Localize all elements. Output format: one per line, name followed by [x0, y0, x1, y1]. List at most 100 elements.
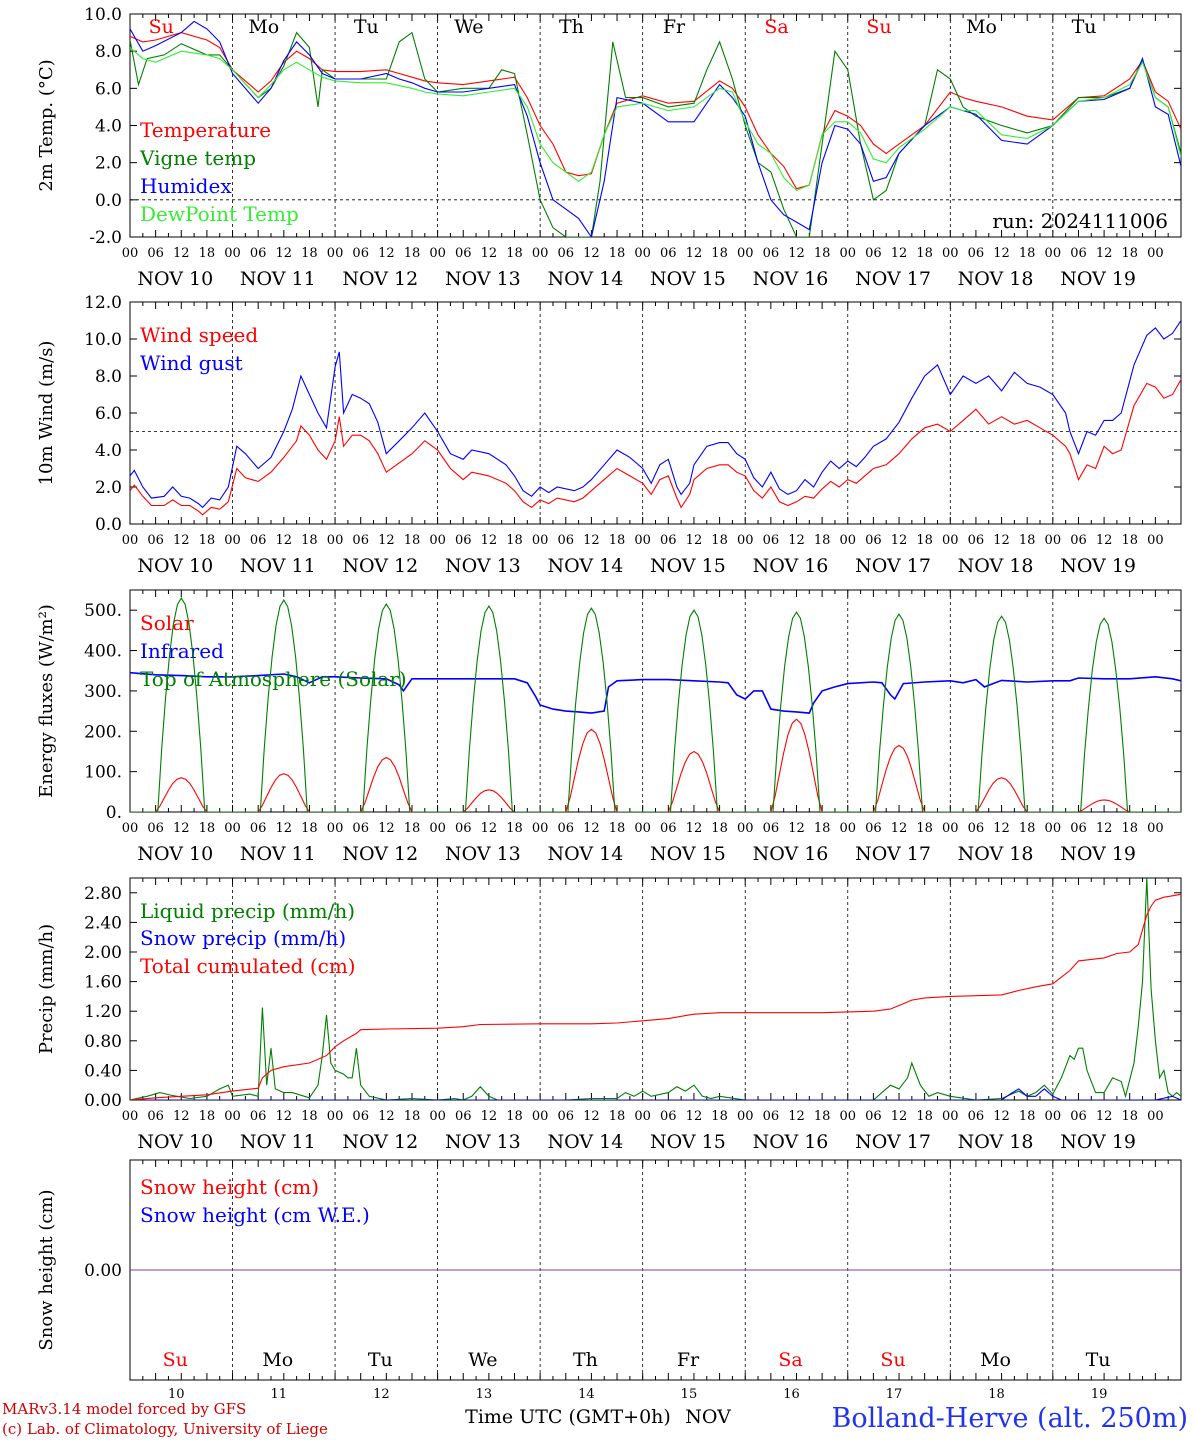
legend-entry: Total cumulated (cm)	[140, 954, 356, 978]
y-tick-label: 4.0	[95, 117, 122, 137]
date-label: NOV 12	[342, 843, 418, 865]
hour-tick-label: 00	[737, 821, 754, 836]
day-name: We	[454, 16, 483, 38]
hour-tick-label: 12	[276, 821, 293, 836]
hour-tick-label: 12	[276, 533, 293, 548]
day-name: Su	[880, 1349, 905, 1371]
day-number: 13	[476, 1387, 493, 1402]
day-name: Sa	[778, 1349, 802, 1371]
hour-tick-label: 00	[327, 1109, 344, 1124]
y-tick-label: 300.	[84, 682, 122, 702]
hour-tick-label: 18	[711, 246, 728, 261]
hour-tick-label: 18	[1019, 821, 1036, 836]
hour-tick-label: 12	[993, 1109, 1010, 1124]
hour-tick-label: 12	[1096, 821, 1113, 836]
hour-tick-label: 00	[429, 821, 446, 836]
date-label: NOV 11	[240, 268, 316, 290]
hour-tick-label: 00	[942, 246, 959, 261]
hour-tick-label: 18	[814, 1109, 831, 1124]
hour-tick-label: 06	[250, 1109, 267, 1124]
hour-tick-label: 06	[763, 821, 780, 836]
hour-tick-label: 00	[1045, 821, 1062, 836]
y-tick-label: 0.00	[84, 1261, 122, 1281]
legend-entry: Liquid precip (mm/h)	[140, 899, 355, 923]
hour-tick-label: 18	[506, 1109, 523, 1124]
hour-tick-label: 00	[224, 1109, 241, 1124]
day-name: Mo	[980, 1349, 1011, 1371]
date-label: NOV 11	[240, 843, 316, 865]
hour-tick-label: 06	[147, 821, 164, 836]
hour-tick-label: 18	[1121, 533, 1138, 548]
hour-tick-label: 06	[660, 821, 677, 836]
date-label: NOV 17	[855, 555, 931, 577]
hour-tick-label: 18	[404, 533, 421, 548]
hour-tick-label: 18	[1121, 246, 1138, 261]
y-tick-label: 8.0	[95, 367, 122, 387]
hour-tick-label: 12	[173, 1109, 190, 1124]
hour-tick-label: 06	[558, 533, 575, 548]
panel-temp: -2.0 0.0 2.0 4.0 6.0 8.0 10.0 2m Temp. (°C) 00 06…	[36, 5, 1182, 290]
hour-tick-label: 00	[532, 533, 549, 548]
hour-tick-label: 06	[455, 1109, 472, 1124]
y-tick-label: 500.	[84, 601, 122, 621]
hour-tick-label: 12	[788, 1109, 805, 1124]
date-label: NOV 11	[240, 555, 316, 577]
day-name: Su	[163, 1349, 188, 1371]
month-label: NOV	[685, 1406, 731, 1428]
day-name: Tu	[368, 1349, 393, 1371]
hour-tick-label: 06	[250, 533, 267, 548]
hour-tick-label: 06	[968, 821, 985, 836]
date-label: NOV 19	[1060, 268, 1136, 290]
legend-entry: Top of Atmosphere (Solar)	[140, 667, 407, 691]
hour-tick-label: 00	[429, 1109, 446, 1124]
panel-wind: 0.0 2.0 4.0 6.0 8.0 10.0 12.0 10m Wind (m/s) 00 0…	[36, 293, 1182, 577]
day-number: 11	[271, 1387, 288, 1402]
hour-tick-label: 00	[634, 821, 651, 836]
day-name: Sa	[764, 16, 788, 38]
hour-tick-label: 18	[609, 821, 626, 836]
y-tick-label: 2.00	[84, 943, 122, 963]
date-label: NOV 13	[445, 1131, 521, 1153]
hour-tick-label: 12	[583, 1109, 600, 1124]
hour-tick-label: 06	[763, 246, 780, 261]
series-line-dewpoint-temp	[130, 47, 1181, 192]
hour-tick-label: 00	[532, 246, 549, 261]
day-number: 19	[1091, 1387, 1108, 1402]
hour-tick-label: 06	[763, 1109, 780, 1124]
hour-tick-label: 18	[1121, 821, 1138, 836]
day-name: Fr	[663, 16, 686, 38]
hour-tick-label: 12	[378, 533, 395, 548]
hour-tick-label: 12	[481, 246, 498, 261]
hour-tick-label: 00	[634, 246, 651, 261]
date-label: NOV 14	[548, 555, 624, 577]
hour-tick-label: 06	[352, 246, 369, 261]
date-label: NOV 13	[445, 843, 521, 865]
date-label: NOV 16	[753, 555, 829, 577]
hour-tick-label: 00	[737, 246, 754, 261]
day-number: 12	[373, 1387, 390, 1402]
date-label: NOV 17	[855, 843, 931, 865]
series-line-wind-speed	[130, 378, 1181, 516]
day-name: Su	[149, 16, 174, 38]
y-axis-label: 10m Wind (m/s)	[36, 341, 57, 486]
hour-tick-label: 12	[891, 821, 908, 836]
hour-tick-label: 06	[147, 533, 164, 548]
y-tick-label: 2.40	[84, 913, 122, 933]
series-line-infrared	[130, 671, 1181, 714]
date-label: NOV 16	[753, 268, 829, 290]
hour-tick-label: 00	[327, 246, 344, 261]
hour-tick-label: 18	[506, 821, 523, 836]
y-tick-label: 2.0	[95, 154, 122, 174]
hour-tick-label: 18	[1121, 1109, 1138, 1124]
date-label: NOV 14	[548, 1131, 624, 1153]
legend-entry: Snow precip (mm/h)	[140, 926, 346, 950]
hour-tick-label: 00	[224, 821, 241, 836]
series-line-top-of-atmosphere-solar-	[130, 597, 1181, 812]
hour-tick-label: 00	[1147, 246, 1164, 261]
y-tick-label: 6.0	[95, 404, 122, 424]
hour-tick-label: 06	[660, 246, 677, 261]
day-number: 16	[783, 1387, 800, 1402]
hour-tick-label: 18	[711, 533, 728, 548]
y-tick-label: 2.0	[95, 478, 122, 498]
